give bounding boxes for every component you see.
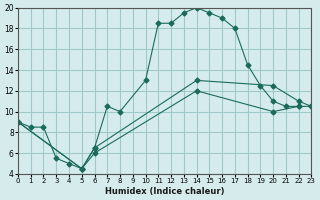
X-axis label: Humidex (Indice chaleur): Humidex (Indice chaleur) bbox=[105, 187, 224, 196]
